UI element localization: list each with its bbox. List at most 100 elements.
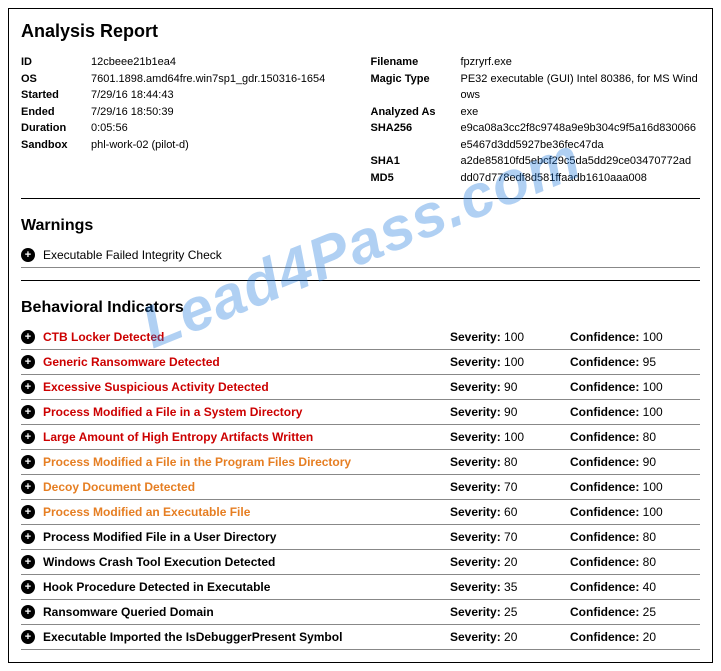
indicator-name: Executable Imported the IsDebuggerPresen… [43,630,450,644]
meta-value: exe [461,104,479,121]
indicator-name: Windows Crash Tool Execution Detected [43,555,450,569]
indicator-name: Process Modified a File in the Program F… [43,455,450,469]
indicators-list: +CTB Locker DetectedSeverity: 100Confide… [21,325,700,650]
page-title: Analysis Report [21,21,700,42]
indicator-severity: Severity: 20 [450,555,570,569]
indicator-row[interactable]: +Decoy Document DetectedSeverity: 70Conf… [21,475,700,500]
indicator-severity: Severity: 20 [450,630,570,644]
indicator-confidence: Confidence: 80 [570,530,700,544]
indicator-row[interactable]: +CTB Locker DetectedSeverity: 100Confide… [21,325,700,350]
expand-icon[interactable]: + [21,555,35,569]
indicator-row[interactable]: + Generic Ransomware DetectedSeverity: 10… [21,350,700,375]
expand-icon[interactable]: + [21,330,35,344]
indicator-name: Process Modified an Executable File [43,505,450,519]
metadata-left-col: ID12cbeee21b1ea4OS7601.1898.amd64fre.win… [21,54,351,186]
expand-icon[interactable]: + [21,355,35,369]
expand-icon[interactable]: + [21,580,35,594]
meta-row: Ended7/29/16 18:50:39 [21,104,351,121]
warnings-header: Warnings [21,217,700,235]
meta-row: SHA1a2de85810fd5ebcf29c5da5dd29ce0347077… [371,153,701,170]
indicator-severity: Severity: 100 [450,430,570,444]
indicator-confidence: Confidence: 100 [570,330,700,344]
indicator-row[interactable]: +Hook Procedure Detected in ExecutableSe… [21,575,700,600]
indicator-severity: Severity: 100 [450,355,570,369]
metadata-right-col: Filenamefpzryrf.exeMagic TypePE32 execut… [371,54,701,186]
indicator-confidence: Confidence: 80 [570,555,700,569]
report-box: Analysis Report ID12cbeee21b1ea4OS7601.1… [8,8,713,663]
indicator-confidence: Confidence: 80 [570,430,700,444]
meta-label: Filename [371,54,461,71]
meta-label: Ended [21,104,91,121]
meta-value: e9ca08a3cc2f8c9748a9e9b304c9f5a16d830066… [461,120,701,153]
meta-row: Magic TypePE32 executable (GUI) Intel 80… [371,71,701,104]
indicator-name: Generic Ransomware Detected [43,355,450,369]
meta-value: a2de85810fd5ebcf29c5da5dd29ce03470772ad [461,153,692,170]
meta-row: MD5dd07d778edf8d581ffaadb1610aaa008 [371,170,701,187]
expand-icon[interactable]: + [21,248,35,262]
meta-value: PE32 executable (GUI) Intel 80386, for M… [461,71,701,104]
meta-value: 7/29/16 18:44:43 [91,87,174,104]
indicator-name: Excessive Suspicious Activity Detected [43,380,450,394]
meta-label: ID [21,54,91,71]
meta-label: OS [21,71,91,88]
indicator-name: Process Modified a File in a System Dire… [43,405,450,419]
meta-row: Analyzed Asexe [371,104,701,121]
expand-icon[interactable]: + [21,605,35,619]
meta-value: 12cbeee21b1ea4 [91,54,176,71]
indicator-severity: Severity: 60 [450,505,570,519]
meta-label: MD5 [371,170,461,187]
warning-item[interactable]: + Executable Failed Integrity Check [21,243,700,268]
expand-icon[interactable]: + [21,380,35,394]
indicator-severity: Severity: 80 [450,455,570,469]
indicator-row[interactable]: + Executable Imported the IsDebuggerPrese… [21,625,700,650]
expand-icon[interactable]: + [21,405,35,419]
expand-icon[interactable]: + [21,480,35,494]
meta-row: ID12cbeee21b1ea4 [21,54,351,71]
behavioral-indicators-header: Behavioral Indicators [21,299,700,317]
indicator-row[interactable]: + Process Modified a File in a System Dir… [21,400,700,425]
report-container: Lead4Pass.com Analysis Report ID12cbeee2… [8,8,713,663]
indicator-name: Large Amount of High Entropy Artifacts W… [43,430,450,444]
indicator-row[interactable]: + Excessive Suspicious Activity DetectedS… [21,375,700,400]
indicator-confidence: Confidence: 20 [570,630,700,644]
indicator-severity: Severity: 70 [450,480,570,494]
indicator-row[interactable]: +Ransomware Queried DomainSeverity: 25Co… [21,600,700,625]
warnings-list: + Executable Failed Integrity Check [21,243,700,268]
expand-icon[interactable]: + [21,630,35,644]
meta-label: Analyzed As [371,104,461,121]
indicator-confidence: Confidence: 100 [570,405,700,419]
meta-label: Sandbox [21,137,91,154]
indicator-confidence: Confidence: 100 [570,380,700,394]
meta-value: 7601.1898.amd64fre.win7sp1_gdr.150316-16… [91,71,325,88]
meta-row: Duration0:05:56 [21,120,351,137]
indicator-severity: Severity: 90 [450,405,570,419]
expand-icon[interactable]: + [21,505,35,519]
indicator-row[interactable]: + Process Modified a File in the Program … [21,450,700,475]
metadata-grid: ID12cbeee21b1ea4OS7601.1898.amd64fre.win… [21,54,700,186]
indicator-confidence: Confidence: 90 [570,455,700,469]
divider [21,198,700,199]
indicator-row[interactable]: + Process Modified File in a User Directo… [21,525,700,550]
expand-icon[interactable]: + [21,455,35,469]
indicator-row[interactable]: + Process Modified an Executable FileSeve… [21,500,700,525]
expand-icon[interactable]: + [21,530,35,544]
indicator-severity: Severity: 90 [450,380,570,394]
indicator-name: Hook Procedure Detected in Executable [43,580,450,594]
meta-label: Magic Type [371,71,461,104]
meta-value: phl-work-02 (pilot-d) [91,137,189,154]
meta-label: Started [21,87,91,104]
meta-row: OS7601.1898.amd64fre.win7sp1_gdr.150316-… [21,71,351,88]
meta-value: dd07d778edf8d581ffaadb1610aaa008 [461,170,647,187]
expand-icon[interactable]: + [21,430,35,444]
indicator-severity: Severity: 70 [450,530,570,544]
meta-row: SHA256e9ca08a3cc2f8c9748a9e9b304c9f5a16d… [371,120,701,153]
indicator-name: Process Modified File in a User Director… [43,530,450,544]
meta-label: SHA1 [371,153,461,170]
warning-text: Executable Failed Integrity Check [43,248,222,262]
meta-row: Filenamefpzryrf.exe [371,54,701,71]
indicator-row[interactable]: + Windows Crash Tool Execution DetectedSe… [21,550,700,575]
indicator-confidence: Confidence: 100 [570,505,700,519]
meta-value: 7/29/16 18:50:39 [91,104,174,121]
meta-row: Sandboxphl-work-02 (pilot-d) [21,137,351,154]
indicator-row[interactable]: + Large Amount of High Entropy Artifacts … [21,425,700,450]
